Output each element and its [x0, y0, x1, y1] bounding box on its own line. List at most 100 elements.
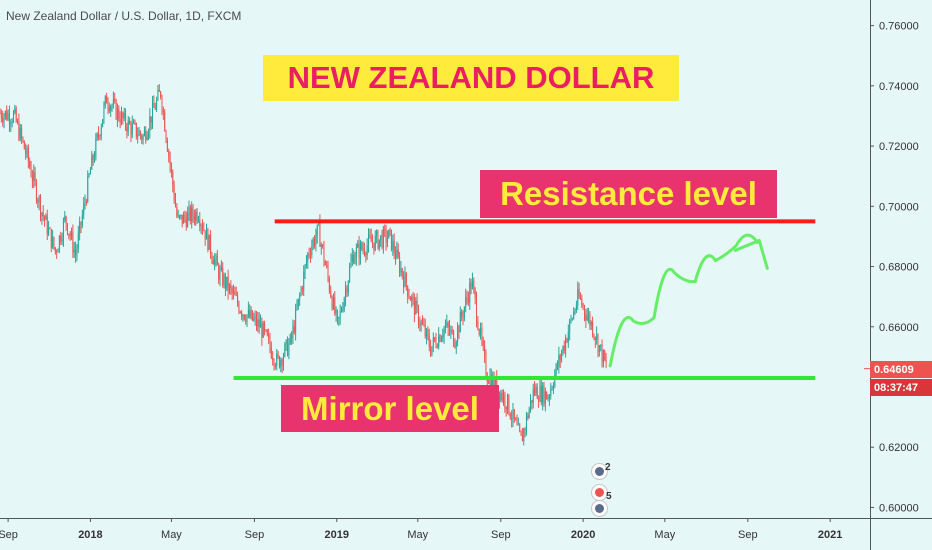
candle-body [230, 284, 232, 289]
candle-body [493, 376, 495, 389]
candle-body [397, 249, 399, 257]
candle-body [301, 288, 303, 290]
candle-body [135, 122, 137, 137]
candle-body [224, 275, 226, 289]
candle-body [183, 214, 185, 224]
x-tick-label: May [654, 529, 675, 541]
candle-body [261, 322, 263, 338]
candle-body [562, 346, 564, 353]
candle-body [604, 350, 606, 361]
candle-body [284, 343, 286, 357]
candle-body [84, 201, 86, 204]
candle-body [26, 147, 28, 155]
candle-body [103, 105, 105, 120]
candle-body [307, 253, 309, 262]
candle-body [273, 359, 275, 366]
candle-body [589, 314, 591, 326]
candle-body [405, 273, 407, 286]
candle-body [401, 268, 403, 276]
candle-body [268, 335, 270, 338]
candle-body [62, 220, 64, 240]
candle-body [339, 310, 341, 318]
candle-body [49, 228, 51, 230]
candle-body [203, 229, 205, 231]
candle-body [415, 300, 417, 315]
candle-body [201, 225, 203, 230]
candle-body [600, 344, 602, 346]
candle-body [206, 229, 208, 240]
candle-body [312, 239, 314, 247]
candle-body [565, 339, 567, 351]
candle-body [305, 261, 307, 266]
candle-body [328, 277, 330, 291]
flag-event-icon[interactable] [591, 463, 608, 480]
candle-body [351, 255, 353, 262]
candle-body [485, 354, 487, 379]
candle-body [38, 197, 40, 203]
candle-body [278, 356, 280, 368]
candle-body [432, 337, 434, 347]
y-tick-label: 0.60000 [879, 502, 919, 514]
candle-body [181, 214, 183, 224]
candle-body [552, 386, 554, 389]
candle-body [133, 122, 135, 124]
symbol-title[interactable]: New Zealand Dollar / U.S. Dollar, 1D, FX… [6, 9, 242, 23]
candle-body [436, 346, 438, 348]
candle-body [0, 112, 1, 114]
candle-body [542, 385, 544, 403]
candle-body [53, 236, 55, 248]
candle-body [597, 334, 599, 353]
candle-body [322, 244, 324, 247]
candle-body [75, 249, 77, 256]
candle-body [408, 296, 410, 298]
candle-body [137, 135, 139, 137]
candle-body [467, 298, 469, 303]
candle-body [142, 135, 144, 140]
event-marker-icon[interactable] [591, 484, 608, 501]
candle-body [46, 215, 48, 235]
candle-body [376, 231, 378, 236]
candle-body [498, 391, 500, 401]
candle-body [332, 297, 334, 309]
candle-body [319, 221, 321, 247]
flag-event-icon[interactable] [591, 500, 608, 517]
candle-body [577, 289, 579, 306]
candle-body [249, 309, 251, 318]
candle-body [296, 307, 298, 310]
candle-body [492, 376, 494, 390]
candle-body [515, 418, 517, 421]
candle-body [287, 339, 289, 356]
candle-body [118, 108, 120, 119]
candle-body [66, 223, 68, 234]
candle-body [382, 228, 384, 248]
x-tick-label: 2018 [78, 529, 102, 541]
candle-body [277, 353, 279, 357]
candle-body [540, 385, 542, 403]
candle-body [93, 157, 95, 161]
candle-body [265, 329, 267, 331]
candle-body [153, 103, 155, 108]
candle-body [35, 181, 37, 201]
candle-body [243, 314, 245, 320]
candle-body [583, 306, 585, 314]
candle-body [535, 387, 537, 394]
candle-body [524, 428, 526, 430]
candle-body [89, 169, 91, 175]
candle-body [303, 271, 305, 290]
candle-body [474, 288, 476, 299]
candle-body [520, 430, 522, 436]
candle-body [439, 335, 441, 342]
candle-body [92, 155, 94, 161]
candle-body [247, 309, 249, 315]
candle-body [512, 409, 514, 420]
countdown-badge: 08:37:47 [870, 379, 932, 396]
candle-body [215, 255, 217, 260]
candle-body [295, 309, 297, 333]
candle-body [588, 314, 590, 317]
candle-body [41, 212, 43, 217]
candle-body [77, 233, 79, 249]
candle-body [241, 312, 243, 317]
headline-annotation: NEW ZEALAND DOLLAR [263, 55, 679, 101]
candle-body [80, 221, 82, 225]
candle-body [251, 310, 253, 321]
